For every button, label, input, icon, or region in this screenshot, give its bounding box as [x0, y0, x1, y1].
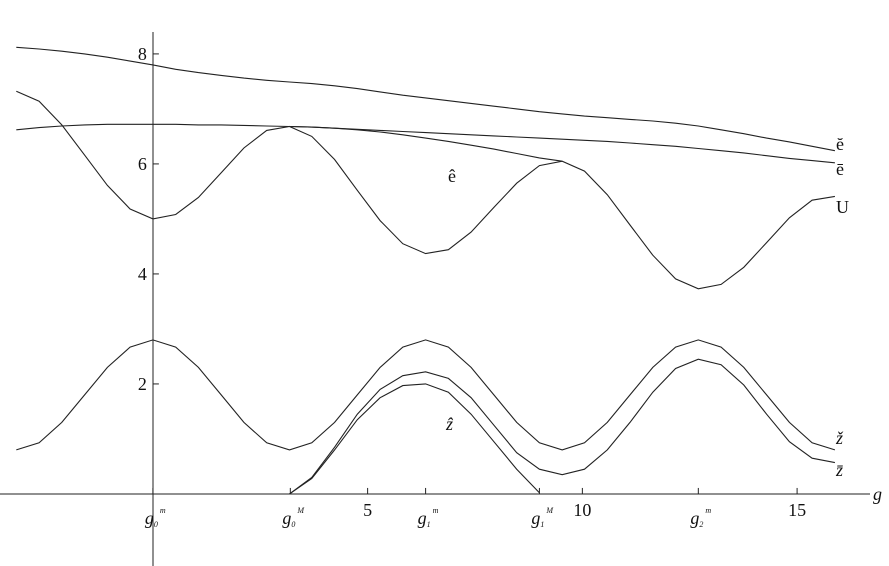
y-tick-label: 8: [138, 44, 147, 64]
y-tick-label: 4: [138, 264, 147, 284]
curve-label: z̄: [835, 460, 844, 480]
curve: [16, 123, 835, 164]
x-tick-label-main: g: [282, 508, 291, 528]
x-tick-label: 10: [573, 500, 591, 520]
curve: [16, 339, 836, 451]
y-tick-label: 6: [138, 154, 147, 174]
x-tick-label-sup: M: [296, 506, 305, 515]
curve-label: ē: [836, 159, 844, 179]
curve: [289, 358, 836, 495]
curve: [289, 383, 540, 495]
x-axis-label: g: [873, 484, 882, 504]
curve: [289, 125, 563, 162]
x-tick-label-main: g: [145, 508, 154, 528]
curve-label: ẑ: [445, 414, 454, 434]
x-tick-label: 15: [788, 500, 806, 520]
x-tick-label-sup: m: [433, 506, 439, 515]
x-tick-label-sub: 0: [291, 520, 295, 529]
x-tick-label-sub: 2: [699, 520, 703, 529]
x-tick-label: g2m: [690, 506, 711, 529]
x-tick-label: g1m: [418, 506, 439, 529]
x-tick-label-sub: 1: [540, 520, 544, 529]
x-tick-label-sub: 0: [154, 520, 158, 529]
x-tick-label: 5: [363, 500, 372, 520]
curve: [16, 46, 836, 152]
curve-label: U: [836, 197, 849, 217]
x-tick-label-sup: M: [545, 506, 554, 515]
x-tick-label-main: g: [418, 508, 427, 528]
x-tick-label-sup: m: [705, 506, 711, 515]
x-tick-label-main: g: [690, 508, 699, 528]
x-tick-label-sup: m: [160, 506, 166, 515]
curve-label: ĕ: [836, 134, 844, 154]
x-tick-label-sub: 1: [427, 520, 431, 529]
curve: [16, 90, 835, 290]
x-tick-label-main: g: [531, 508, 540, 528]
x-tick-label: g0M: [282, 506, 305, 529]
curve-label: ž: [835, 428, 844, 448]
curve-label: ê: [448, 166, 456, 186]
x-tick-label: g1M: [531, 506, 554, 529]
x-tick-label: g0m: [145, 506, 166, 529]
y-tick-label: 2: [138, 374, 147, 394]
